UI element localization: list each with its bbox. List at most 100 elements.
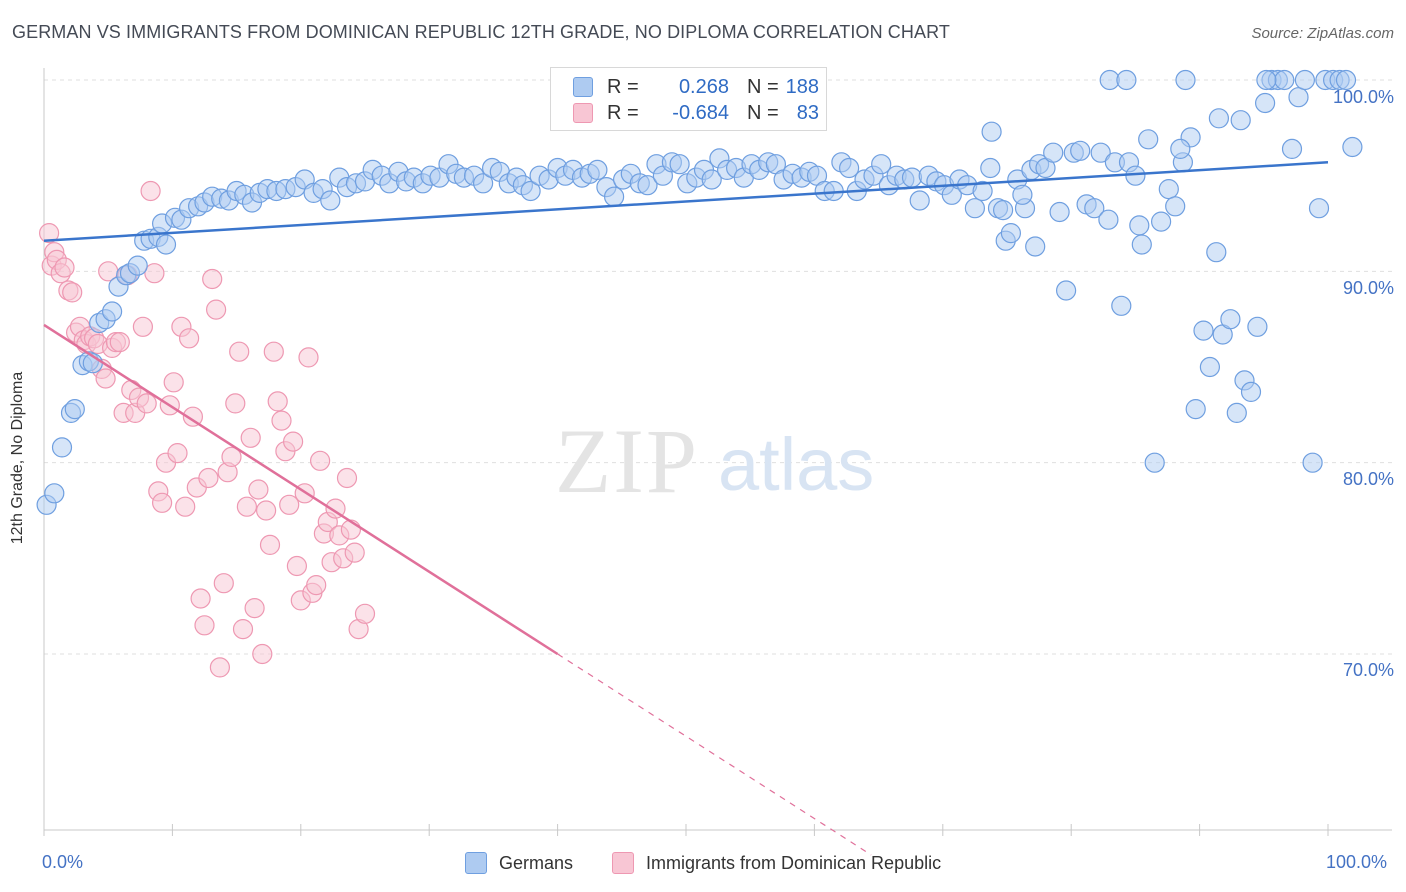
germans-point xyxy=(972,180,993,202)
legend-r-label: R = xyxy=(607,101,639,124)
germans-point xyxy=(101,301,123,322)
bottom-legend-germans: Germans xyxy=(465,852,573,874)
germans-point xyxy=(1230,110,1251,131)
germans-point xyxy=(520,180,541,202)
dominican-point xyxy=(95,368,116,389)
germans-point xyxy=(1138,129,1159,150)
legend-n-label: N = xyxy=(747,101,779,124)
germans-point xyxy=(1098,209,1119,230)
dominican-point xyxy=(354,603,376,624)
germans-point xyxy=(1247,316,1268,337)
germans-point xyxy=(1220,309,1241,330)
germans-point xyxy=(1294,69,1316,91)
dominican-point xyxy=(194,615,215,636)
germans-point xyxy=(1084,198,1105,219)
dominican-point xyxy=(163,372,184,393)
chart-title: GERMAN VS IMMIGRANTS FROM DOMINICAN REPU… xyxy=(12,22,950,42)
dominican-point xyxy=(209,657,230,678)
germans-point xyxy=(964,198,986,219)
dominican-point xyxy=(263,341,284,362)
dominican-point xyxy=(279,494,300,515)
dominican-point xyxy=(267,391,288,412)
germans-point xyxy=(1208,108,1230,129)
germans-point xyxy=(1206,242,1227,263)
germans-point xyxy=(1165,196,1186,217)
dominican-point xyxy=(38,223,60,244)
germans-point xyxy=(603,186,625,207)
legend-n-label: N = xyxy=(747,75,779,98)
germans-point xyxy=(1000,223,1022,244)
dominican-point xyxy=(283,431,304,452)
germans-point xyxy=(51,437,73,458)
bottom-legend-swatch-pink xyxy=(612,852,634,874)
y-tick-70: 70.0% xyxy=(1342,660,1394,680)
dominican-point xyxy=(179,328,200,349)
y-tick-100: 100.0% xyxy=(1332,87,1394,107)
germans-trend-line xyxy=(43,161,1329,242)
germans-point xyxy=(473,173,494,194)
legend-swatch-blue xyxy=(573,77,593,97)
germans-point xyxy=(44,483,65,504)
bottom-legend-swatch-blue xyxy=(465,852,487,874)
legend-n-value: 188 xyxy=(785,75,819,98)
watermark-zip: ZIP xyxy=(555,410,699,512)
germans-point xyxy=(1342,136,1363,158)
y-axis-label: 12th Grade, No Diploma xyxy=(9,371,26,545)
dominican-point xyxy=(259,534,281,556)
germans-point xyxy=(1131,234,1152,255)
legend-swatch-pink xyxy=(573,103,593,123)
legend-row-germans: R = 0.268 N = 188 xyxy=(573,75,819,99)
germans-point xyxy=(1090,142,1111,163)
germans-point xyxy=(901,167,923,188)
dominican-point xyxy=(248,479,269,500)
dominican-point xyxy=(213,573,234,594)
germans-point xyxy=(1129,215,1150,236)
germans-point xyxy=(1175,69,1196,91)
germans-point xyxy=(1049,201,1070,223)
dominican-point xyxy=(175,496,196,517)
dominican-point xyxy=(182,406,203,427)
legend-r-value: 0.268 xyxy=(678,75,729,98)
dominican-trend-extension xyxy=(557,653,872,856)
germans-point xyxy=(155,234,177,255)
germans-point xyxy=(587,159,608,180)
dominican-point xyxy=(240,427,261,448)
germans-point xyxy=(838,157,860,179)
germans-point xyxy=(64,399,85,420)
legend-n-value: 83 xyxy=(796,101,819,124)
dominican-point xyxy=(244,597,265,619)
germans-point xyxy=(1070,140,1091,161)
germans-point xyxy=(980,157,1001,179)
dominican-point xyxy=(221,446,242,467)
germans-point xyxy=(637,175,658,196)
y-tick-80: 80.0% xyxy=(1342,469,1394,489)
germans-point xyxy=(669,154,690,175)
bottom-legend-label-germans: Germans xyxy=(499,852,574,873)
y-tick-90: 90.0% xyxy=(1342,278,1394,298)
dominican-point xyxy=(298,347,319,368)
germans-point xyxy=(992,200,1014,221)
germans-point xyxy=(127,255,148,276)
germans-point xyxy=(1144,452,1165,473)
dominican-point xyxy=(286,555,307,577)
germans-point xyxy=(1193,320,1214,341)
axes xyxy=(43,68,1392,836)
legend-r-value: -0.684 xyxy=(672,101,729,124)
dominican-point xyxy=(206,299,227,320)
dominican-point xyxy=(306,574,327,596)
dominican-point xyxy=(167,443,188,464)
x-tick-right: 100.0% xyxy=(1326,852,1388,872)
germans-point xyxy=(1302,452,1323,473)
dominican-point xyxy=(152,492,173,513)
dominican-point xyxy=(310,450,331,471)
series-germans-points xyxy=(36,69,1363,515)
dominican-point xyxy=(132,316,153,337)
germans-point xyxy=(1199,356,1221,378)
dominican-point xyxy=(271,410,292,431)
germans-point xyxy=(909,190,930,211)
correlation-legend: R = 0.268 N = 188 R = -0.684 N = 83 xyxy=(550,67,827,131)
germans-point xyxy=(1185,399,1206,420)
dominican-point xyxy=(229,341,250,362)
chart-source: Source: ZipAtlas.com xyxy=(1251,25,1394,42)
dominican-point xyxy=(109,332,130,353)
